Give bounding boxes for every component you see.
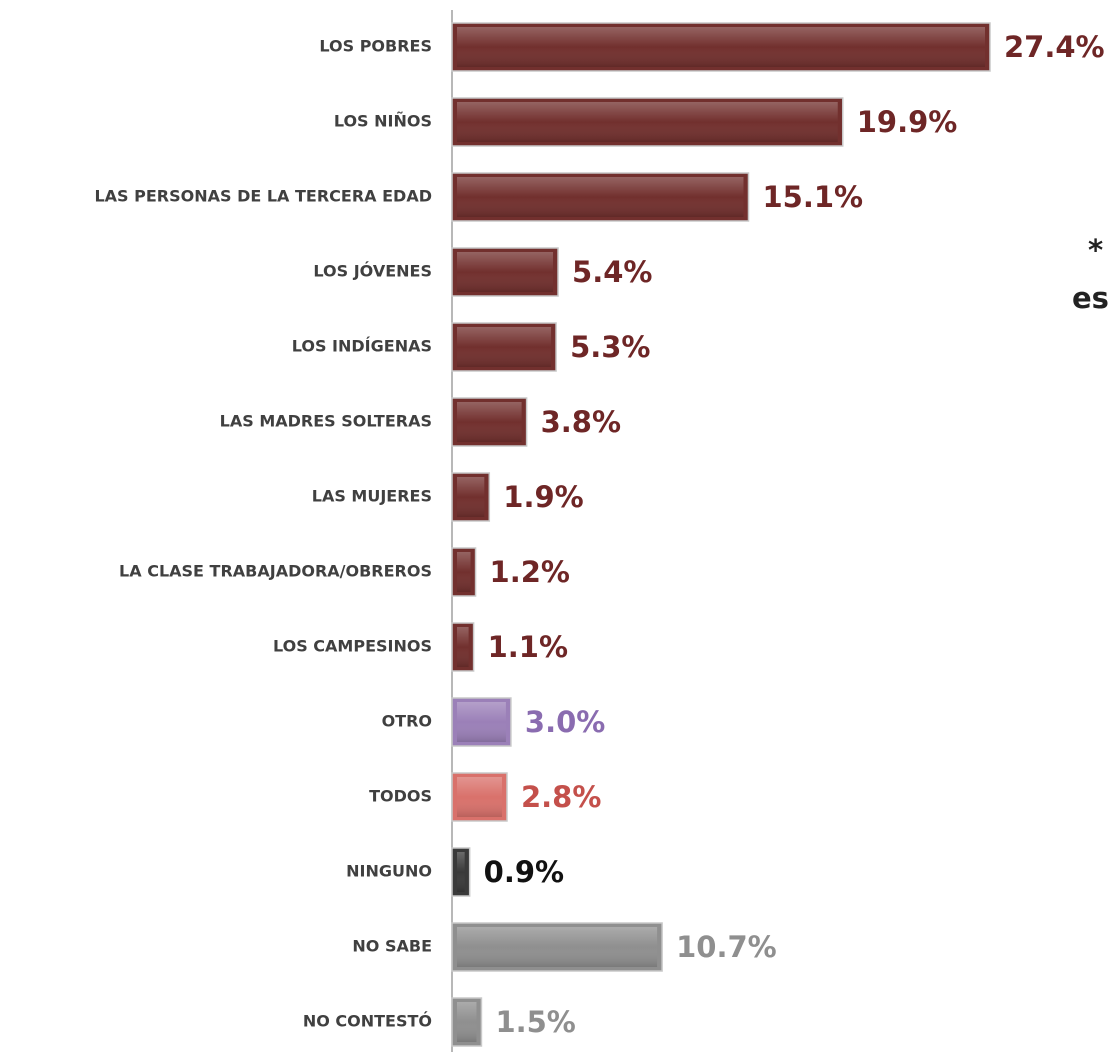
category-label: LA CLASE TRABAJADORA/OBREROS [119,562,432,581]
bar-shine [457,627,469,667]
bar-shine [457,102,838,142]
value-label: 2.8% [521,780,601,814]
category-label: NO SABE [352,937,432,956]
value-label: 1.1% [488,630,568,664]
bar-shine [457,327,552,367]
bar-shine [457,177,744,217]
bar-shine [457,1002,477,1042]
value-label: 10.7% [676,930,777,964]
value-label: 1.2% [490,555,570,589]
category-label: NO CONTESTÓ [303,1012,432,1031]
value-label: 27.4% [1004,30,1105,64]
bar-shine [457,27,985,67]
category-label: LOS POBRES [319,37,432,56]
category-label: LOS CAMPESINOS [273,637,432,656]
bar-shine [457,477,485,517]
value-label: 3.8% [541,405,621,439]
annotation: * [1088,233,1103,267]
category-label: OTRO [382,712,432,731]
value-label: 5.3% [570,330,650,364]
category-label: TODOS [369,787,432,806]
bar-shine [457,552,471,592]
bar-shine [457,702,506,742]
value-label: 0.9% [484,855,564,889]
category-label: NINGUNO [346,862,432,881]
value-label: 15.1% [762,180,863,214]
annotation: es [1072,281,1109,315]
category-label: LOS NIÑOS [334,112,432,131]
category-label: LAS PERSONAS DE LA TERCERA EDAD [94,187,432,206]
bar-shine [457,852,465,892]
category-label: LOS JÓVENES [313,262,432,281]
value-label: 1.5% [495,1005,575,1039]
category-label: LAS MADRES SOLTERAS [220,412,432,431]
value-label: 1.9% [503,480,583,514]
bar-shine [457,252,554,292]
category-label: LOS INDÍGENAS [292,337,432,356]
bar-shine [457,777,502,817]
value-label: 19.9% [857,105,958,139]
value-label: 3.0% [525,705,605,739]
bar-shine [457,402,522,442]
bar-shine [457,927,658,967]
category-label: LAS MUJERES [312,487,432,506]
value-label: 5.4% [572,255,652,289]
